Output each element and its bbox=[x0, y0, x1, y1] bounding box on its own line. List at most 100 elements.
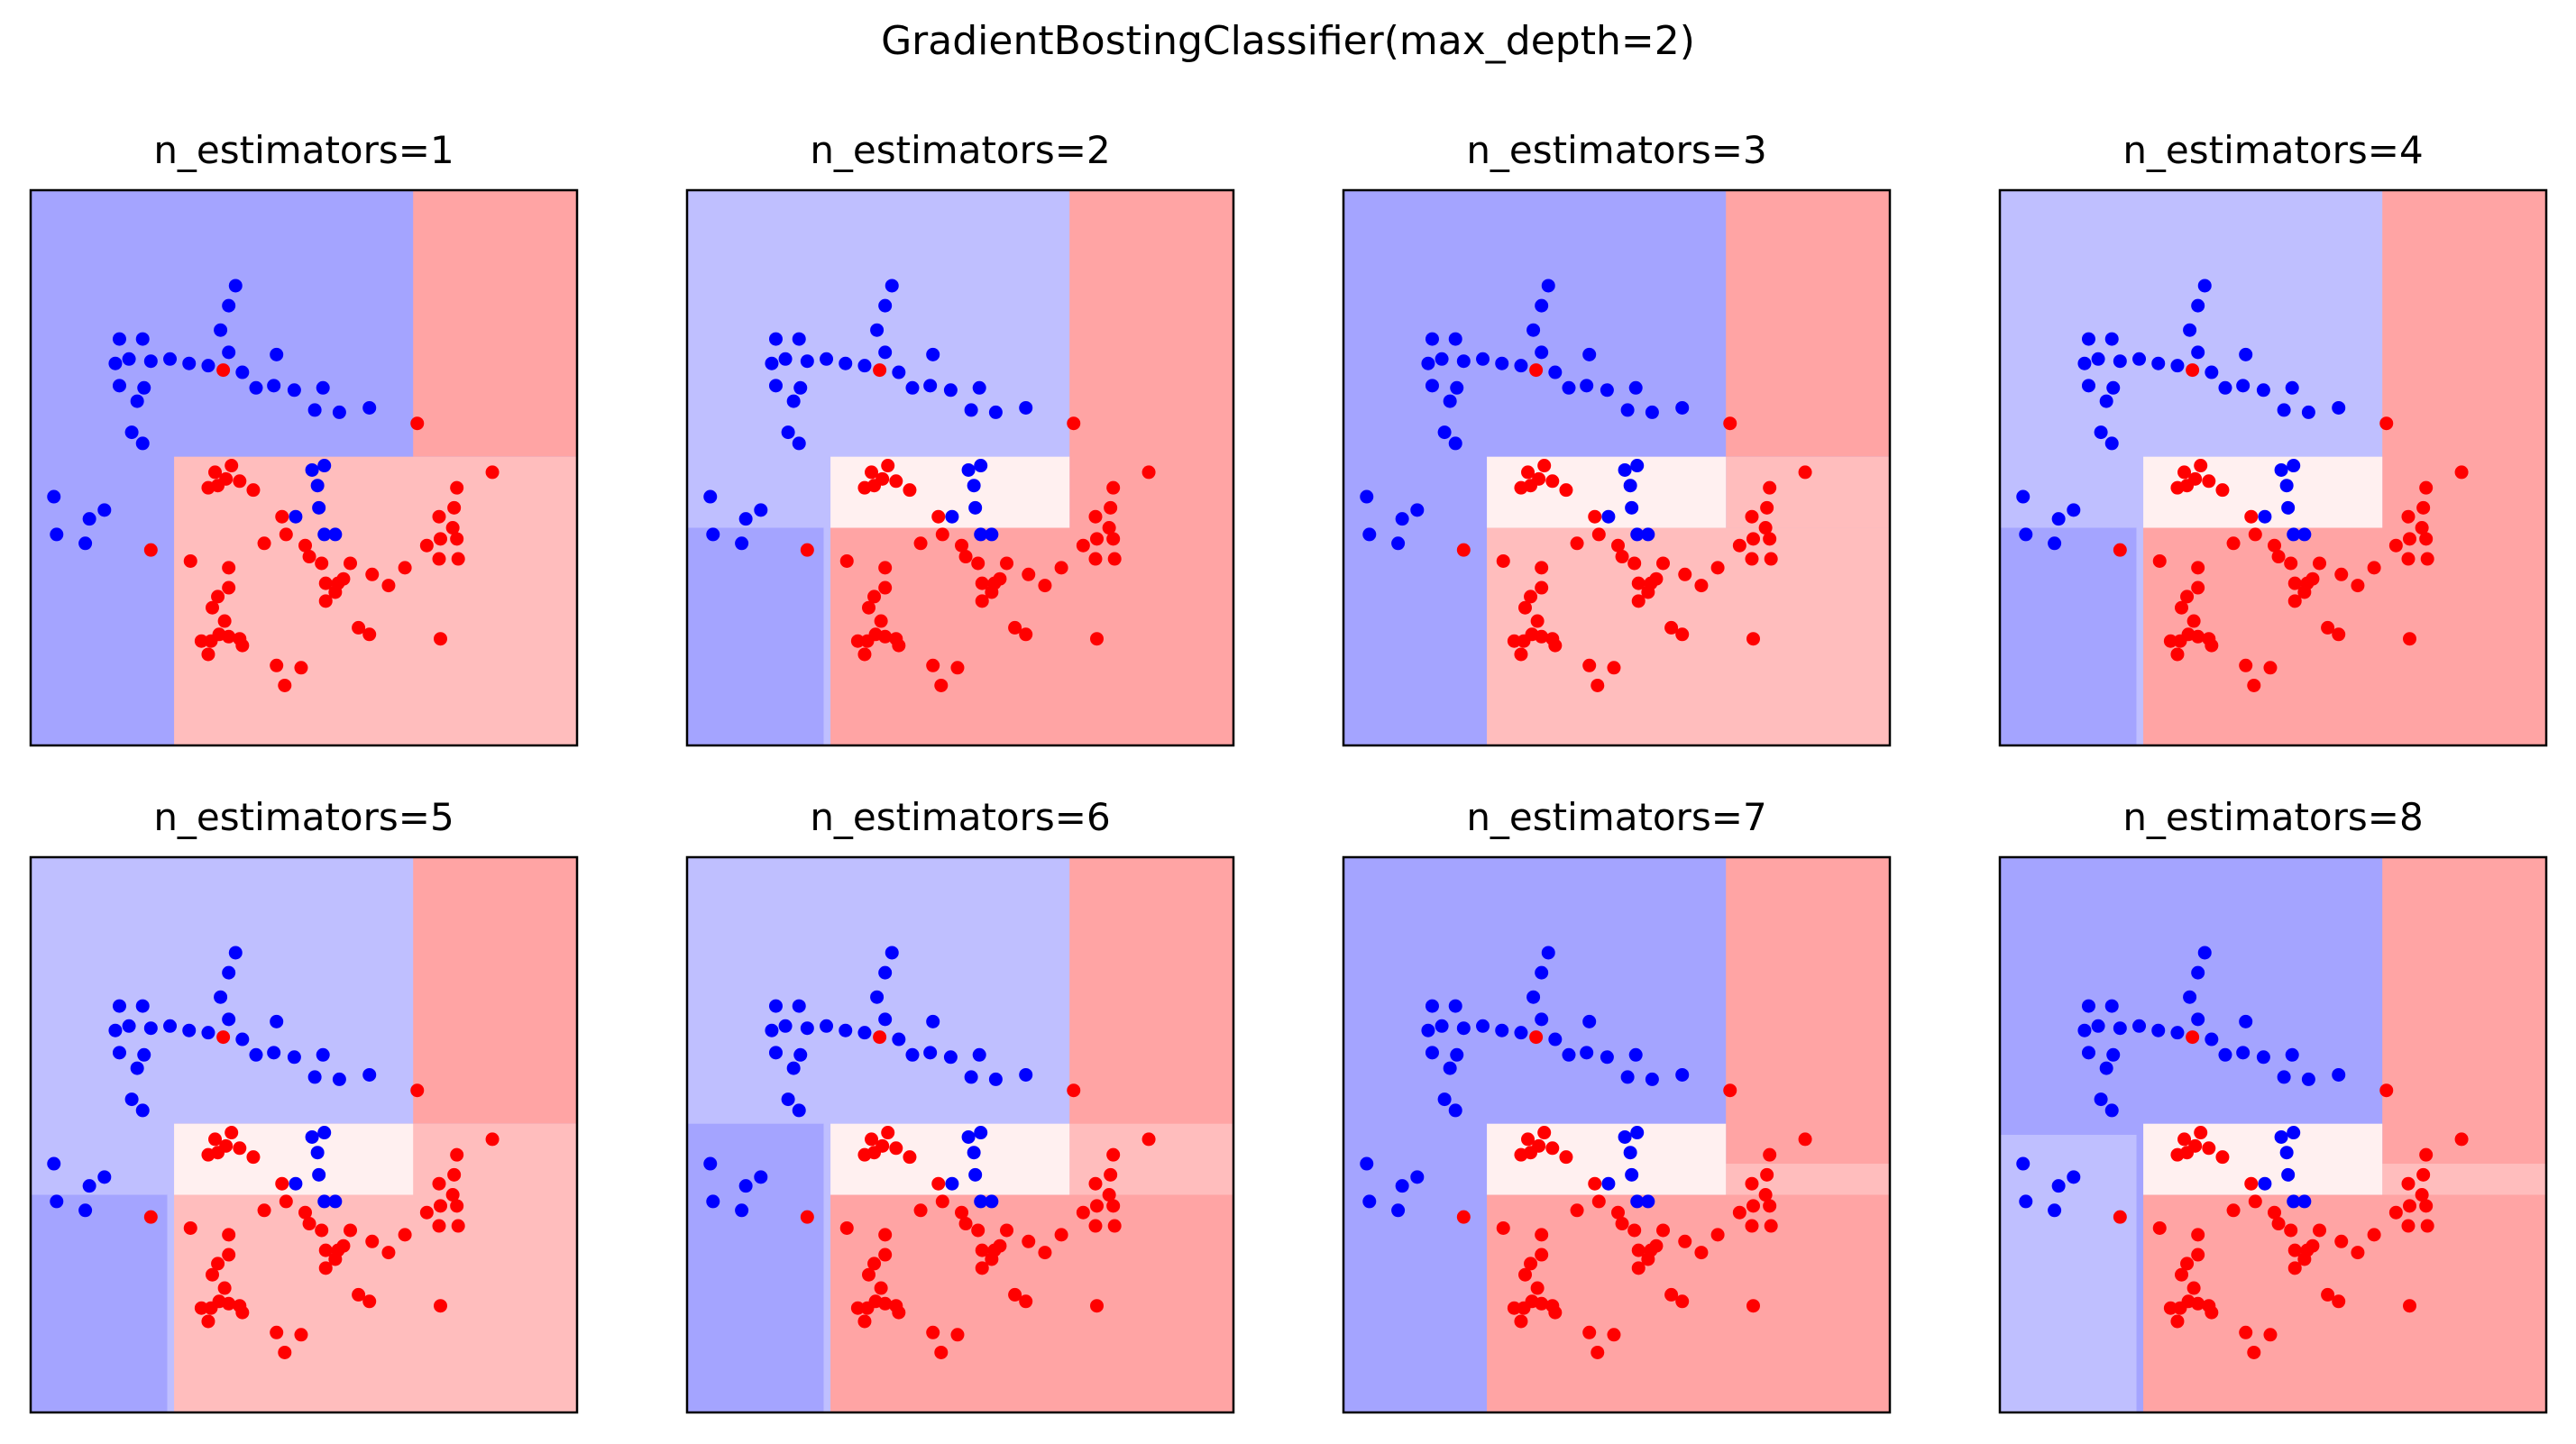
point-class-1 bbox=[867, 1257, 882, 1271]
point-class-1 bbox=[208, 1132, 223, 1147]
point-class-0 bbox=[945, 509, 959, 524]
point-class-1 bbox=[1076, 538, 1090, 553]
point-class-0 bbox=[2016, 1156, 2031, 1171]
point-class-0 bbox=[2285, 380, 2299, 395]
point-class-0 bbox=[926, 347, 940, 361]
point-class-0 bbox=[2099, 394, 2113, 408]
point-class-0 bbox=[50, 1194, 64, 1209]
point-class-1 bbox=[1764, 552, 1778, 566]
point-class-1 bbox=[447, 500, 462, 515]
point-class-0 bbox=[706, 1194, 720, 1209]
point-class-1 bbox=[2454, 465, 2469, 480]
scatter-points bbox=[47, 946, 500, 1359]
point-class-0 bbox=[310, 479, 325, 493]
point-class-1 bbox=[1067, 1083, 1081, 1098]
point-class-1 bbox=[1038, 1246, 1052, 1260]
subplot-6: n_estimators=6 bbox=[685, 795, 1235, 1414]
point-class-0 bbox=[2132, 1019, 2147, 1033]
point-class-1 bbox=[1745, 1219, 1759, 1233]
point-class-0 bbox=[307, 403, 322, 417]
point-class-1 bbox=[2403, 1299, 2416, 1313]
point-class-0 bbox=[235, 1032, 250, 1046]
point-class-0 bbox=[2332, 400, 2346, 415]
point-class-0 bbox=[2285, 1047, 2299, 1062]
point-class-1 bbox=[1631, 594, 1646, 608]
point-class-0 bbox=[1580, 379, 1594, 393]
point-class-0 bbox=[1495, 1023, 1509, 1037]
point-class-0 bbox=[47, 489, 61, 504]
point-class-0 bbox=[222, 298, 236, 313]
point-class-0 bbox=[1476, 352, 1490, 366]
point-class-0 bbox=[2218, 380, 2232, 395]
point-class-1 bbox=[2388, 538, 2403, 553]
point-class-0 bbox=[735, 536, 749, 551]
point-class-1 bbox=[2367, 561, 2381, 575]
point-class-1 bbox=[2367, 1228, 2381, 1242]
point-class-0 bbox=[1421, 1023, 1435, 1037]
point-class-0 bbox=[316, 1047, 330, 1062]
point-class-0 bbox=[2104, 1103, 2119, 1118]
point-class-1 bbox=[1582, 1325, 1597, 1339]
point-class-1 bbox=[419, 538, 434, 553]
point-class-1 bbox=[1763, 480, 1777, 495]
scatter-points bbox=[1360, 279, 1812, 692]
point-class-0 bbox=[1448, 332, 1462, 346]
point-class-1 bbox=[2416, 1167, 2431, 1182]
point-class-0 bbox=[1625, 1167, 1639, 1182]
point-class-0 bbox=[332, 405, 346, 419]
point-class-0 bbox=[781, 1092, 795, 1107]
point-class-0 bbox=[1600, 1050, 1614, 1065]
point-class-0 bbox=[2274, 1129, 2288, 1144]
subplot-title: n_estimators=6 bbox=[810, 795, 1110, 839]
point-class-0 bbox=[765, 356, 779, 370]
point-class-1 bbox=[216, 1030, 231, 1045]
point-class-1 bbox=[1521, 1132, 1536, 1147]
point-class-0 bbox=[332, 1072, 346, 1086]
point-class-1 bbox=[2401, 1176, 2416, 1191]
point-class-1 bbox=[1641, 585, 1655, 599]
point-class-1 bbox=[1107, 552, 1122, 566]
point-class-1 bbox=[365, 1234, 380, 1248]
point-class-1 bbox=[889, 1141, 903, 1156]
point-class-1 bbox=[328, 1252, 343, 1266]
point-class-1 bbox=[1456, 543, 1471, 557]
point-class-0 bbox=[249, 380, 263, 395]
point-class-1 bbox=[2321, 1287, 2335, 1302]
decision-region-2 bbox=[2000, 527, 2137, 745]
point-class-0 bbox=[2205, 365, 2219, 379]
point-class-1 bbox=[2191, 1228, 2205, 1242]
point-class-1 bbox=[257, 1203, 271, 1218]
point-class-1 bbox=[485, 465, 500, 480]
point-class-1 bbox=[2420, 1219, 2434, 1233]
decision-regions bbox=[31, 857, 577, 1412]
point-class-1 bbox=[2180, 1257, 2195, 1271]
point-class-0 bbox=[2048, 536, 2062, 551]
point-class-0 bbox=[974, 1194, 988, 1209]
point-class-1 bbox=[2113, 543, 2127, 557]
point-class-1 bbox=[318, 1243, 333, 1257]
point-class-1 bbox=[2186, 1030, 2200, 1045]
point-class-0 bbox=[974, 1126, 988, 1140]
point-class-1 bbox=[434, 532, 447, 546]
point-class-1 bbox=[211, 1257, 225, 1271]
point-class-1 bbox=[2415, 521, 2429, 535]
point-class-0 bbox=[706, 527, 720, 542]
point-class-1 bbox=[878, 629, 893, 644]
point-class-0 bbox=[793, 380, 808, 395]
point-class-1 bbox=[1710, 561, 1725, 575]
point-class-1 bbox=[1000, 1223, 1014, 1238]
point-class-1 bbox=[975, 594, 989, 608]
point-class-1 bbox=[931, 509, 946, 524]
point-class-0 bbox=[985, 527, 999, 542]
point-class-0 bbox=[2218, 1047, 2232, 1062]
point-class-0 bbox=[289, 509, 303, 524]
point-class-1 bbox=[246, 1150, 261, 1165]
point-class-1 bbox=[1591, 1194, 1606, 1209]
point-class-1 bbox=[860, 634, 875, 648]
point-class-0 bbox=[2279, 479, 2294, 493]
point-class-1 bbox=[1798, 465, 1812, 480]
point-class-1 bbox=[233, 474, 247, 489]
point-class-1 bbox=[1537, 459, 1552, 473]
point-class-1 bbox=[1507, 1301, 1521, 1315]
point-class-1 bbox=[318, 594, 333, 608]
